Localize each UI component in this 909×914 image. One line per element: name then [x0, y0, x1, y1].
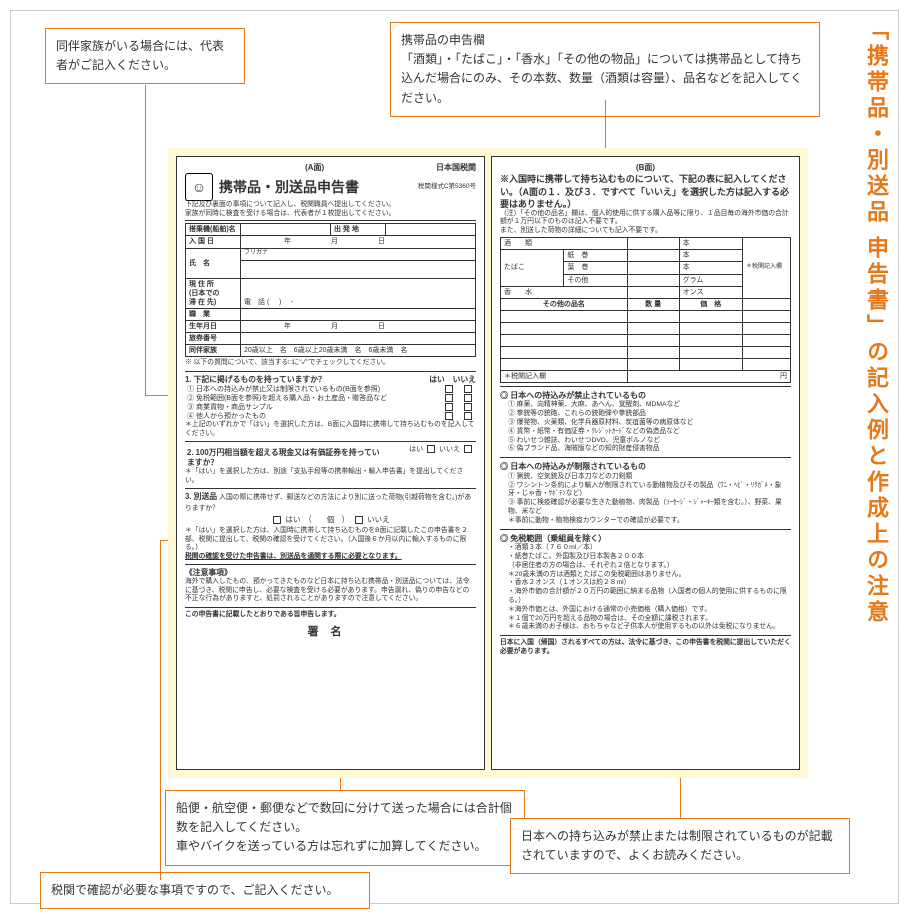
intro-note: 下記及び裏面の事項について記入し、税関職員へ提出してください。 家族が同時に検査… — [185, 201, 476, 221]
b-heading: ※入国時に携帯して持ち込むものについて、下記の表に記入してください。（A面の１．… — [500, 173, 791, 209]
panel-b: (B面) ※入国時に携帯して持ち込むものについて、下記の表に記入してください。（… — [491, 156, 800, 770]
note-shipments: 船便・航空便・郵便などで数回に分けて送った場合には合計個数を記入してください。 … — [165, 790, 525, 866]
note-family: 同伴家族がいる場合には、代表者がご記入ください。 — [45, 28, 245, 84]
note-restricted: 日本への持ち込みが禁止または制限されているものが記載されていますので、よくお読み… — [510, 818, 850, 874]
form-no: 税関様式C第5360号 — [418, 183, 476, 191]
form-background: (A面) 日本国税関 ☺ 携帯品・別送品申告書 税関様式C第5360号 下記及び… — [168, 148, 808, 778]
declaration-table: 酒 類本＊税関記入欄 たばこ紙 巻本 葉 巻本 その他グラム 香 水オンス その… — [500, 237, 791, 383]
connector — [145, 85, 146, 395]
side-a-label: (A面) — [305, 163, 324, 173]
check-instruction: ※ 以下の質問について、該当する□に"✓"でチェックしてください。 — [185, 359, 476, 367]
side-b-label: (B面) — [500, 163, 791, 173]
customs-logo-icon: ☺ — [185, 173, 213, 201]
signature-label: 署名 — [185, 625, 476, 639]
vertical-title: 「携帯品・別送品 申告書」の記入例と作成上の注意 — [860, 18, 891, 626]
form-title-a: 携帯品・別送品申告書 — [219, 178, 359, 196]
panel-a: (A面) 日本国税関 ☺ 携帯品・別送品申告書 税関様式C第5360号 下記及び… — [176, 156, 485, 770]
agency: 日本国税関 — [436, 163, 476, 173]
note-customs: 税関で確認が必要な事項ですので、ご記入ください。 — [40, 872, 370, 909]
traveler-info-table: 搭乗機(船舶)名出 発 地 入 国 日年月日 氏 名フリガナ 現 住 所 (日本… — [185, 223, 476, 357]
connector — [160, 540, 161, 880]
